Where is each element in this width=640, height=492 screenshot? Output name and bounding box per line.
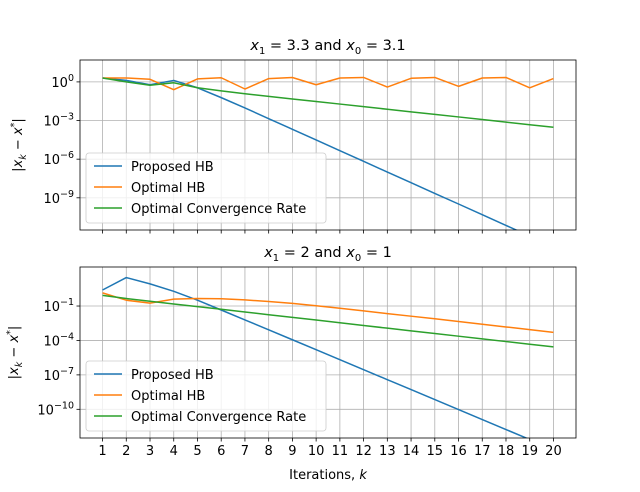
- y-tick-label: 10−4: [43, 331, 74, 349]
- axes-frame: [79, 266, 577, 439]
- x-tick-label: 6: [217, 444, 225, 459]
- x-tick-label: 19: [521, 444, 538, 459]
- series-line-optimal-convergence-rate: [102, 294, 554, 348]
- legend-label: Proposed HB: [131, 368, 214, 383]
- series-lines: [102, 276, 554, 438]
- series-line-proposed-hb: [102, 276, 529, 438]
- y-axis-label: |xk − x*|: [5, 326, 25, 380]
- x-tick-label: 15: [427, 444, 444, 459]
- x-tick-label: 11: [332, 444, 349, 459]
- x-tick-label: 13: [379, 444, 396, 459]
- legend-label: Proposed HB: [131, 160, 214, 175]
- legend-label: Optimal Convergence Rate: [131, 202, 306, 217]
- y-axis-label: |xk − x*|: [9, 118, 29, 172]
- x-tick-label: 9: [288, 444, 296, 459]
- x-axis-label: Iterations, k: [289, 468, 367, 483]
- series-line-proposed-hb: [102, 77, 519, 230]
- x-tick-label: 3: [146, 444, 154, 459]
- y-tick-label: 10−1: [43, 297, 74, 315]
- x-tick-label: 5: [193, 444, 201, 459]
- y-tick-label: 10−7: [43, 366, 74, 384]
- subplot-1: 100 10−3 10−6 10−9 x1 = 3.3 and x0 = 3.1 |xk …: [9, 38, 577, 234]
- subplot-title: x1 = 2 and x0 = 1: [263, 245, 392, 264]
- axes-frame: [79, 59, 577, 231]
- legend-box: [85, 152, 327, 224]
- x-tick-label: 2: [122, 444, 130, 459]
- series-line-optimal-hb: [102, 292, 554, 334]
- legend: Proposed HB Optimal HB Optimal Convergence…: [85, 360, 327, 432]
- x-tick-label: 7: [241, 444, 249, 459]
- x-tick-label: 1: [98, 444, 106, 459]
- x-tick-label: 20: [545, 444, 562, 459]
- x-tick-label: 10: [308, 444, 325, 459]
- legend-label: Optimal Convergence Rate: [131, 410, 306, 425]
- legend-box: [85, 360, 327, 432]
- subplot-2: 1 2 3 4 5 6 7 8 9 10 11 12 13 14 15 16 17 18 19 2010−110−41…: [5, 245, 577, 459]
- x-tick-label: 8: [265, 444, 273, 459]
- subplot-title: x1 = 3.3 and x0 = 3.1: [249, 38, 405, 57]
- y-tick-label: 10−6: [43, 150, 74, 168]
- x-tick-label: 18: [498, 444, 515, 459]
- series-line-optimal-convergence-rate: [102, 77, 554, 129]
- legend-label: Optimal HB: [131, 181, 205, 196]
- x-tick-label: 12: [355, 444, 372, 459]
- y-tick-label: 100: [51, 73, 74, 91]
- x-tick-label: 14: [403, 444, 420, 459]
- y-tick-label: 10−3: [43, 112, 74, 130]
- x-tick-label: 17: [474, 444, 491, 459]
- x-tick-label: 16: [450, 444, 467, 459]
- series-lines: [102, 76, 554, 230]
- legend-label: Optimal HB: [131, 389, 205, 404]
- y-tick-label: 10−9: [43, 189, 74, 207]
- legend: Proposed HB Optimal HB Optimal Convergence…: [85, 152, 327, 224]
- series-line-optimal-hb: [102, 76, 554, 91]
- x-tick-label: 4: [170, 444, 178, 459]
- y-tick-label: 10−10: [37, 400, 74, 418]
